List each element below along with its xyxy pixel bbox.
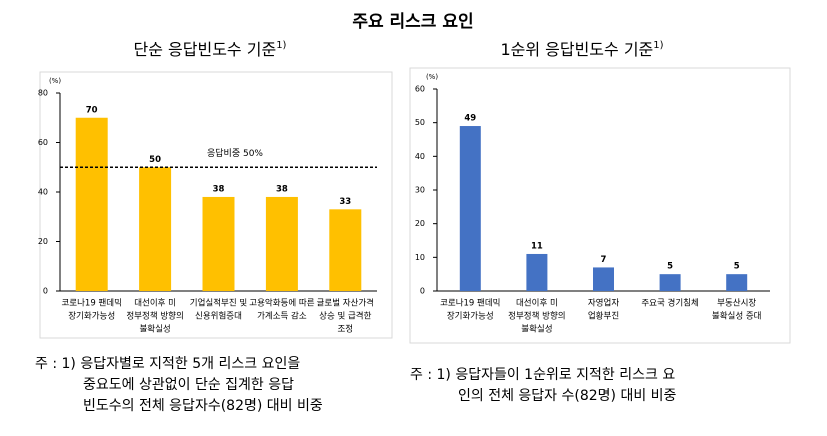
x-tick-label: 장기화가능성 xyxy=(68,311,115,322)
value-label: 5 xyxy=(734,262,740,272)
x-tick-label: 부동산시장 xyxy=(717,298,756,309)
y-tick-label: 30 xyxy=(415,186,425,195)
x-tick-label: 정부정책 방향의 xyxy=(126,311,183,322)
chart-title: 1순위 응답빈도수 기준1) xyxy=(500,40,663,59)
y-tick-label: 80 xyxy=(38,89,48,98)
page-title: 주요 리스크 요인 xyxy=(352,12,473,32)
value-label: 11 xyxy=(531,241,543,251)
y-tick-label: 0 xyxy=(420,287,425,296)
chart-title: 단순 응답빈도수 기준1) xyxy=(134,40,287,59)
chart-title-text: 단순 응답빈도수 기준 xyxy=(134,40,277,59)
y-tick-label: 40 xyxy=(38,188,48,197)
value-label: 5 xyxy=(667,262,673,272)
x-tick-label: 코로나19 팬데믹 xyxy=(61,298,121,309)
x-tick-label: 대선이후 미 xyxy=(134,298,176,309)
x-tick-label: 불확실성 xyxy=(139,324,170,335)
y-tick-label: 50 xyxy=(415,118,425,127)
y-tick-label: 10 xyxy=(415,253,425,262)
value-label: 38 xyxy=(213,184,225,194)
bar xyxy=(726,274,748,291)
x-tick-label: 불확실성 증대 xyxy=(712,311,762,322)
footnote: 중요도에 상관없이 단순 집계한 응답 xyxy=(83,377,294,393)
x-tick-label: 정부정책 방향의 xyxy=(508,311,565,322)
x-tick-label: 가계소득 감소 xyxy=(257,311,307,322)
chart-frame xyxy=(409,67,791,344)
x-tick-label: 신용위험증대 xyxy=(195,312,242,322)
bar xyxy=(593,267,614,291)
chart-title-text: 1순위 응답빈도수 기준 xyxy=(500,40,653,59)
value-label: 49 xyxy=(464,114,476,124)
footnote: 빈도수의 전체 응답자수(82명) 대비 비중 xyxy=(83,398,323,414)
x-tick-label: 상승 및 급격한 xyxy=(319,311,372,322)
title-superscript: 1) xyxy=(276,40,286,51)
bar xyxy=(75,117,108,291)
bar xyxy=(459,126,481,292)
reference-label: 응답비중 50% xyxy=(207,147,263,159)
value-label: 33 xyxy=(339,197,351,207)
x-tick-label: 불확실성 xyxy=(521,324,552,335)
value-label: 38 xyxy=(276,184,288,194)
footnote: 주 : 1) 응답자별로 지적한 5개 리스크 요인을 xyxy=(35,356,300,372)
x-tick-label: 기업실적부진 및 xyxy=(190,298,248,309)
x-tick-label: 자영업자 xyxy=(588,298,619,309)
x-tick-label: 글로벌 자산가격 xyxy=(317,298,374,309)
bar xyxy=(329,209,362,291)
x-tick-label: 장기화가능성 xyxy=(447,311,494,322)
y-tick-label: 20 xyxy=(415,219,425,228)
value-label: 7 xyxy=(601,255,607,265)
y-tick-label: 60 xyxy=(415,85,425,94)
y-tick-label: 20 xyxy=(38,237,48,246)
chart-frame xyxy=(39,71,393,339)
y-axis-label: (%) xyxy=(49,77,61,85)
x-tick-label: 코로나19 팬데믹 xyxy=(440,298,500,309)
x-tick-label: 업황부진 xyxy=(588,311,619,322)
x-tick-label: 조정 xyxy=(337,324,353,335)
bar xyxy=(202,196,235,291)
x-tick-label: 대선이후 미 xyxy=(516,298,558,309)
value-label: 70 xyxy=(86,105,98,115)
x-tick-label: 고용악화등에 따른 xyxy=(249,298,314,309)
y-axis-label: (%) xyxy=(426,73,438,81)
y-tick-label: 40 xyxy=(415,152,425,161)
value-label: 50 xyxy=(149,155,161,165)
x-tick-label: 주요국 경기침체 xyxy=(641,298,698,309)
footnote: 주 : 1) 응답자들이 1순위로 지적한 리스크 요 xyxy=(410,367,675,383)
bar xyxy=(659,274,681,291)
y-tick-label: 0 xyxy=(43,287,48,296)
y-tick-label: 60 xyxy=(38,138,48,147)
footnote: 인의 전체 응답자 수(82명) 대비 비중 xyxy=(458,388,677,404)
bar xyxy=(526,253,548,291)
bar xyxy=(139,167,172,291)
bar xyxy=(265,196,298,291)
title-superscript: 1) xyxy=(653,40,663,51)
